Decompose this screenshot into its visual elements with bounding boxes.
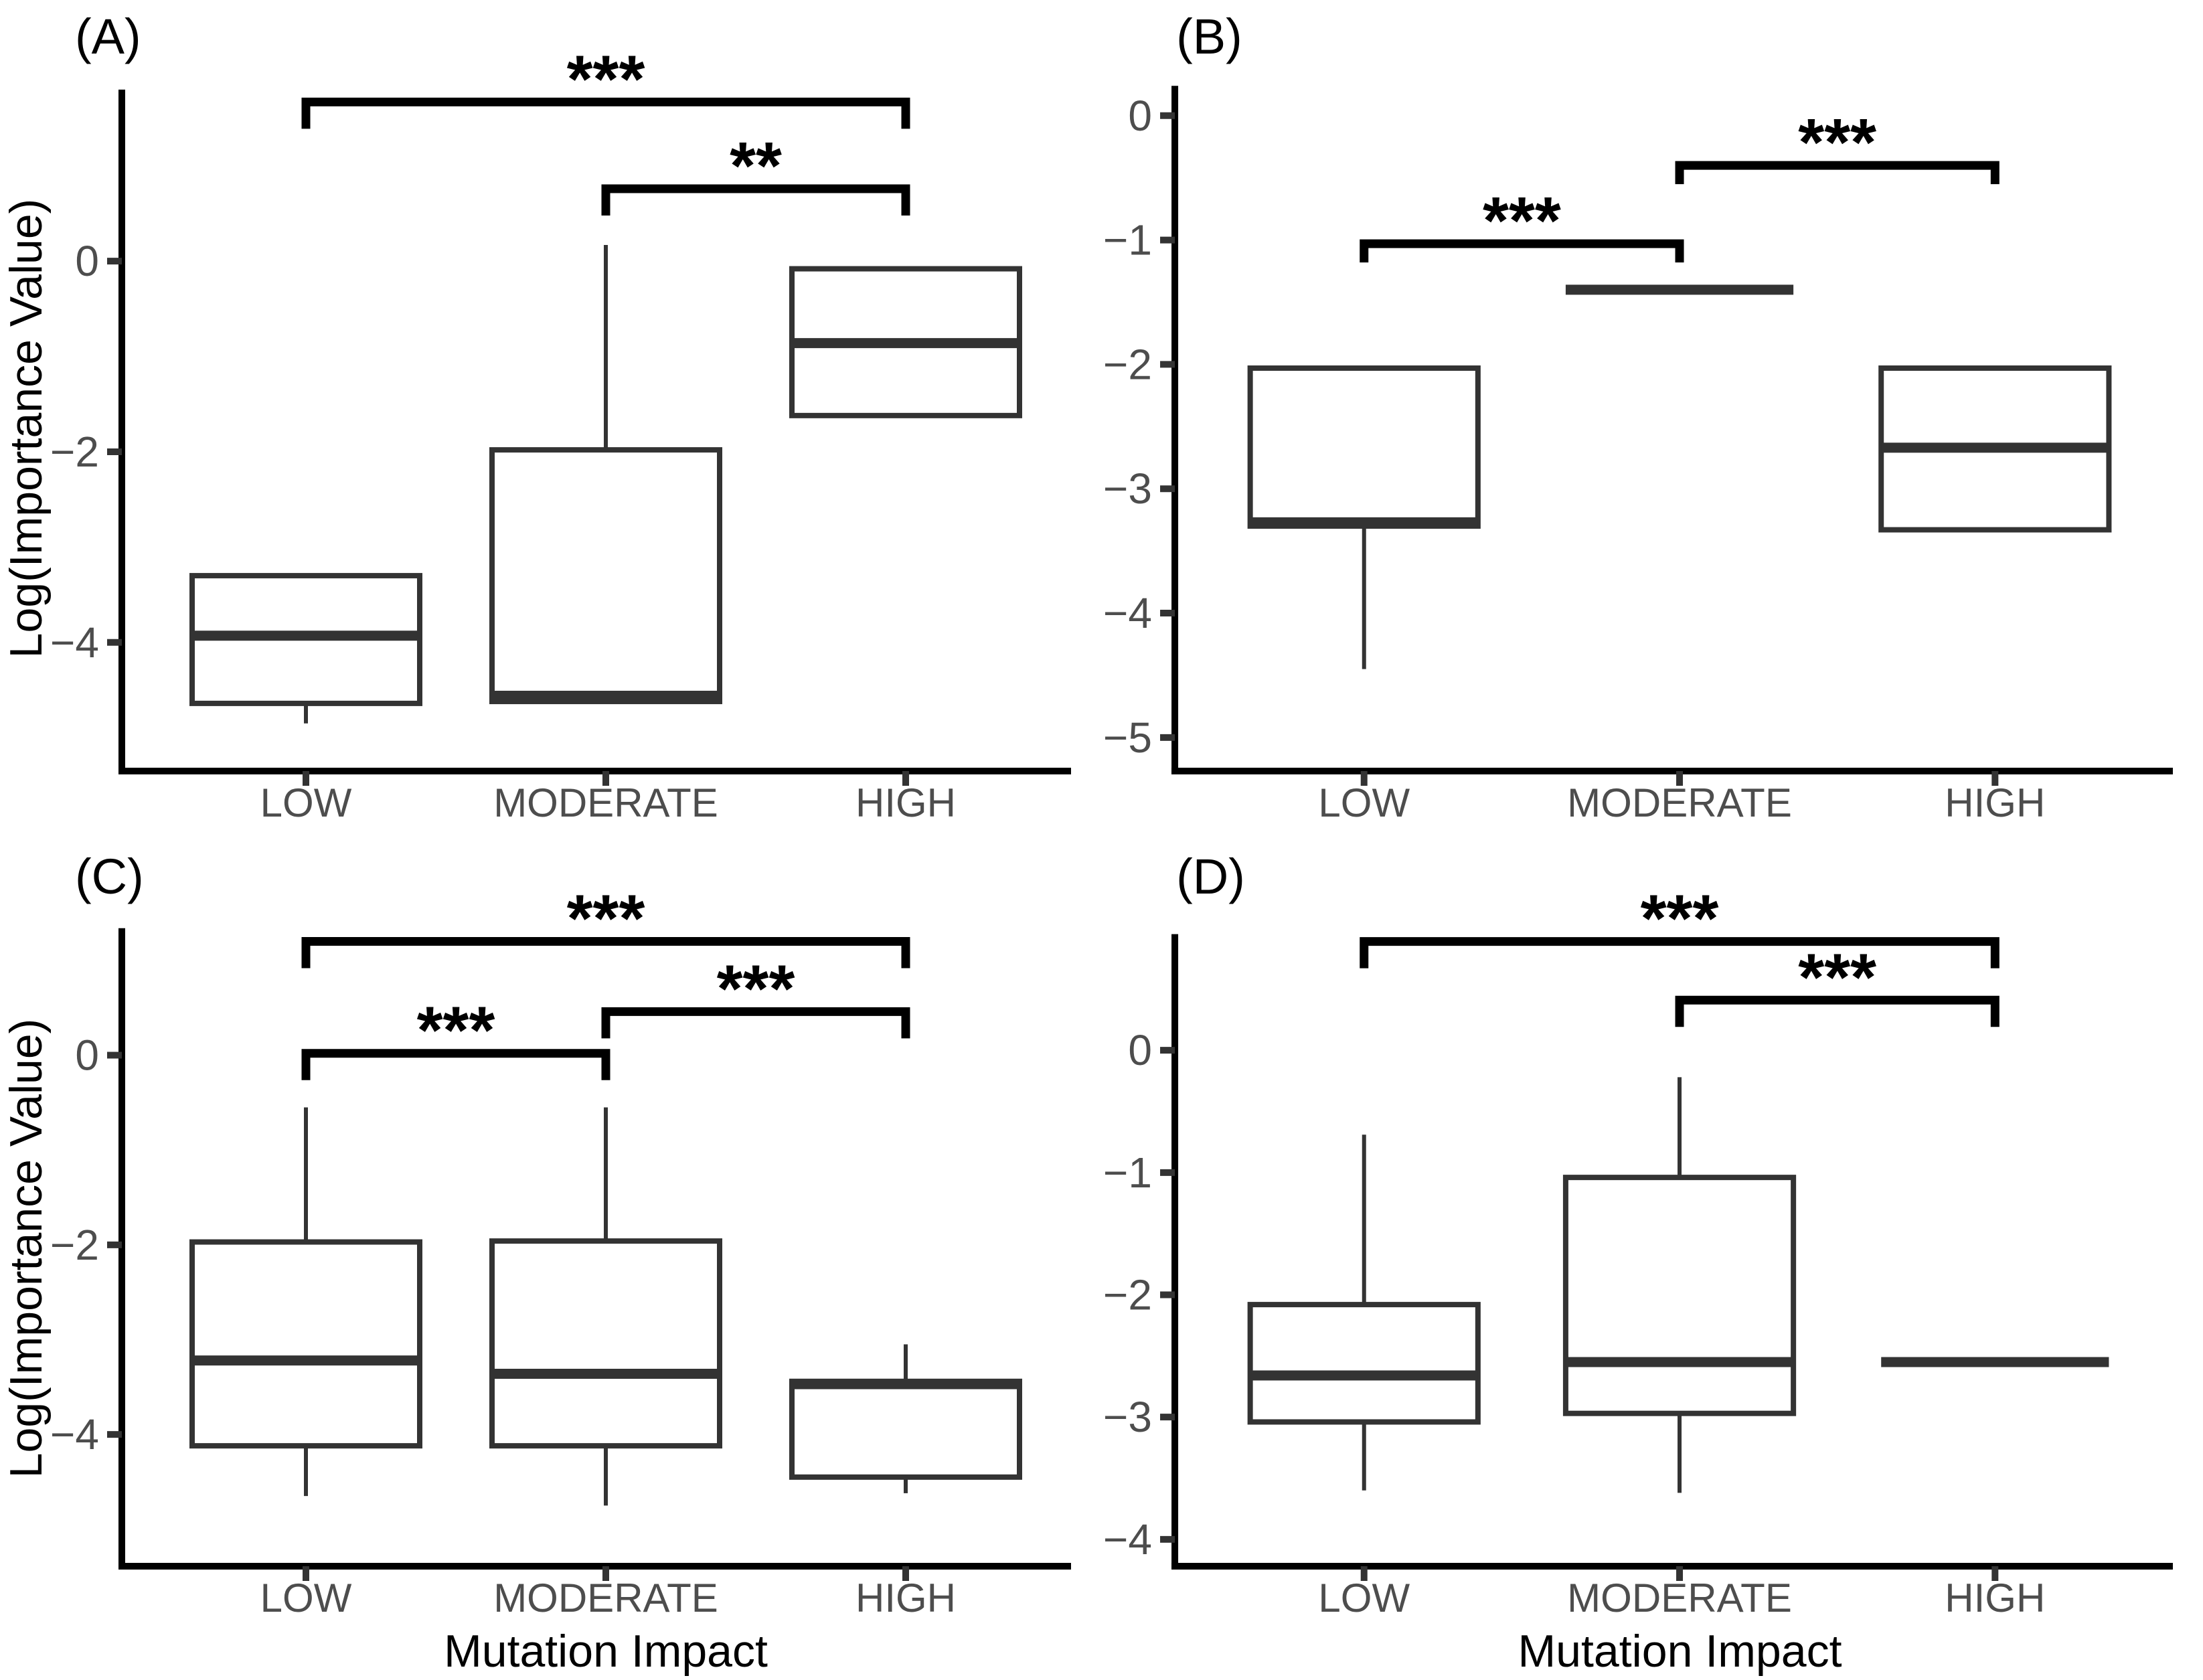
y-tick-label: −4 <box>1103 1515 1152 1564</box>
panel-c-y-axis-title: Log(Importance Value) <box>1 1019 52 1479</box>
panel-a: 0 −2 −4 *** ** LOW MODERATE HIGH (A) Log(Import… <box>0 0 1101 840</box>
category-label-low: LOW <box>260 1576 352 1620</box>
y-tick-label: −4 <box>50 618 99 667</box>
panel-c-x-axis-title: Mutation Impact <box>444 1626 768 1677</box>
panel-a-label: (A) <box>75 9 141 64</box>
panel-b-chart: 0 −1 −2 −3 −4 −5 *** *** LOW MODERATE HIGH (B) <box>1103 9 2173 825</box>
category-label-low: LOW <box>1318 1576 1410 1620</box>
y-tick-label: −4 <box>50 1410 99 1458</box>
category-label-low: LOW <box>1318 780 1410 825</box>
y-tick-label: −2 <box>1103 1271 1152 1319</box>
significance-label-1: *** <box>1798 940 1876 1015</box>
significance-label-2: ** <box>730 129 782 203</box>
panel-a-y-axis-title: Log(Importance Value) <box>1 199 52 659</box>
significance-bracket-1 <box>1360 239 1684 263</box>
significance-bracket-2 <box>1360 937 2000 969</box>
significance-bracket-1 <box>301 97 910 129</box>
significance-bracket-2 <box>601 1007 910 1039</box>
category-label-high: HIGH <box>855 1576 956 1620</box>
category-label-high: HIGH <box>1945 1576 2045 1620</box>
significance-label-2: *** <box>1798 105 1876 180</box>
category-label-moderate: MODERATE <box>493 1576 718 1620</box>
y-tick-label: 0 <box>1128 92 1152 140</box>
category-label-high: HIGH <box>1945 780 2045 825</box>
y-tick-label: 0 <box>75 1031 99 1080</box>
significance-label-1: *** <box>1483 183 1561 258</box>
box-moderate <box>489 447 722 705</box>
significance-bracket-1 <box>301 1049 610 1080</box>
y-tick-label: 0 <box>1128 1026 1152 1074</box>
y-tick-label: −2 <box>50 428 99 476</box>
significance-label-2: *** <box>717 951 795 1026</box>
box-low <box>1247 1302 1481 1425</box>
panel-d: 0 −1 −2 −3 −4 *** *** LOW MODERATE HIGH (D) Mutat… <box>1101 840 2203 1680</box>
significance-bracket-1 <box>1675 995 2000 1027</box>
panel-c-label: (C) <box>75 849 144 904</box>
panel-d-chart: 0 −1 −2 −3 −4 *** *** LOW MODERATE HIGH (D) Mutat… <box>1103 849 2173 1677</box>
category-label-moderate: MODERATE <box>493 780 718 825</box>
significance-bracket-3 <box>301 937 910 969</box>
significance-label-1: *** <box>567 41 645 116</box>
y-tick-label: −5 <box>1103 713 1152 762</box>
panel-b-label: (B) <box>1176 9 1242 64</box>
panel-c: 0 −2 −4 *** *** *** LOW MODERATE HIGH (C) Log(Im… <box>0 840 1101 1680</box>
y-tick-label: −1 <box>1103 1149 1152 1197</box>
y-tick-label: −3 <box>1103 465 1152 513</box>
panel-c-chart: 0 −2 −4 *** *** *** LOW MODERATE HIGH (C) Log(Im… <box>1 849 1071 1677</box>
box-moderate <box>1562 1175 1797 1416</box>
significance-label-1: *** <box>417 993 495 1068</box>
significance-bracket-2 <box>1675 161 2000 185</box>
box-low <box>189 1239 422 1449</box>
panel-a-chart: 0−2−4*****LOW MODERATE HIGH (A) Log(Import… <box>1 9 1071 825</box>
y-tick-label: −1 <box>1103 216 1152 264</box>
category-label-low: LOW <box>260 780 352 825</box>
panel-d-x-axis-title: Mutation Impact <box>1518 1626 1842 1677</box>
panel-d-label: (D) <box>1176 849 1245 904</box>
y-tick-label: 0 <box>75 237 99 285</box>
box-moderate <box>489 1238 722 1449</box>
category-label-moderate: MODERATE <box>1567 780 1792 825</box>
panel-b: 0 −1 −2 −3 −4 −5 *** *** LOW MODERATE HIGH (B) <box>1101 0 2203 840</box>
significance-label-2: *** <box>1641 881 1719 956</box>
y-tick-label: −2 <box>1103 340 1152 388</box>
significance-label-3: *** <box>567 881 645 956</box>
box-high <box>789 1378 1022 1480</box>
significance-bracket-2 <box>601 184 910 216</box>
y-tick-label: −4 <box>1103 589 1152 637</box>
y-tick-label: −2 <box>50 1221 99 1269</box>
box-low <box>1247 365 1481 529</box>
y-tick-label: −3 <box>1103 1393 1152 1441</box>
category-label-moderate: MODERATE <box>1567 1576 1792 1620</box>
category-label-high: HIGH <box>855 780 956 825</box>
